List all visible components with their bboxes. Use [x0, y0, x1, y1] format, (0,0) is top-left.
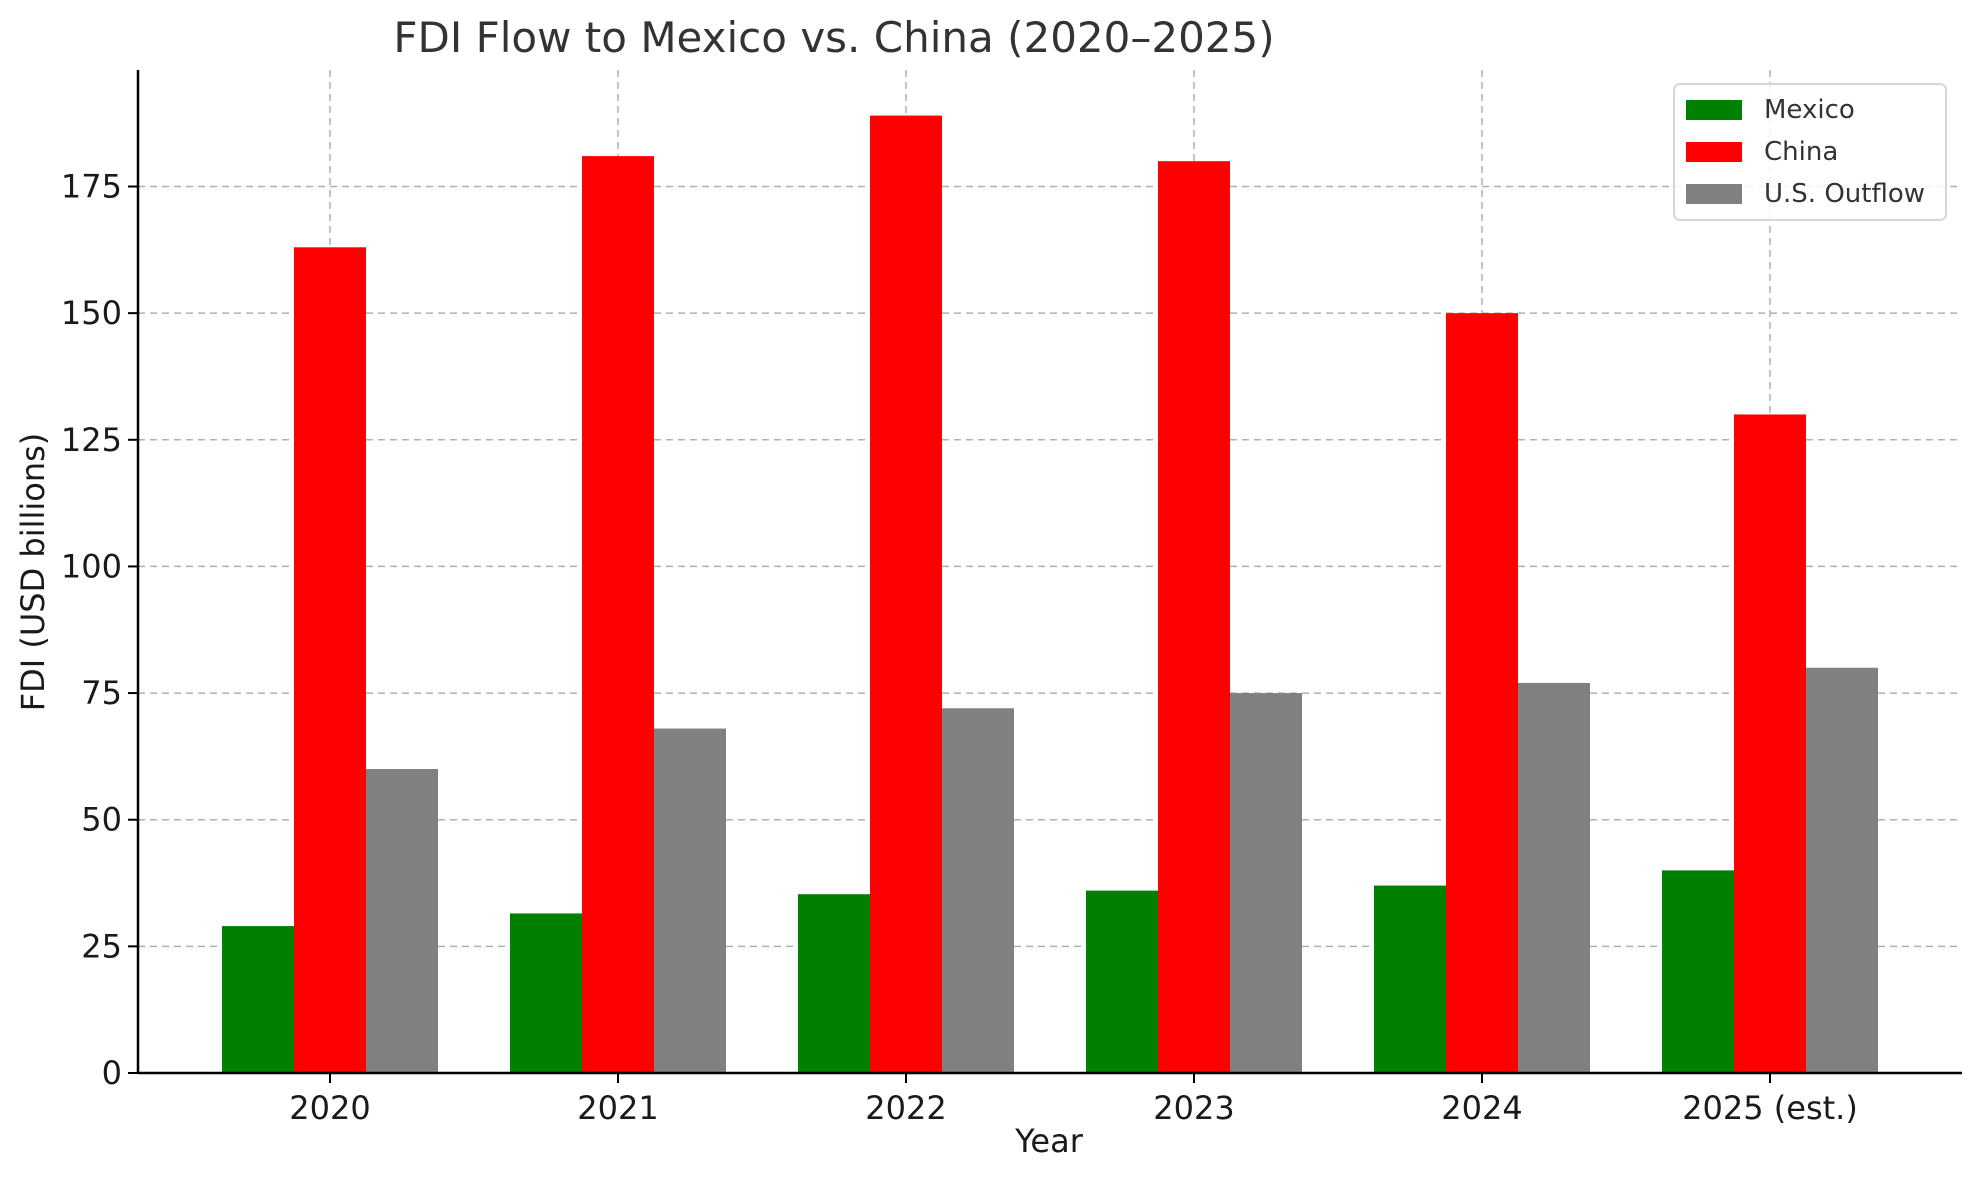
bar-mexico-4 — [1374, 885, 1446, 1073]
grid-lines — [138, 70, 1962, 1073]
bar-china-1 — [582, 156, 654, 1074]
y-tick-label: 0 — [102, 1054, 122, 1092]
x-tick-label: 2022 — [865, 1089, 946, 1127]
bar-u-s-outflow-5 — [1806, 667, 1878, 1073]
x-ticks-group: 2020 2021 2022 2023 2024 2025 (est.) — [289, 1073, 1858, 1127]
axes-group — [136, 70, 1962, 1075]
bar-u-s-outflow-1 — [654, 728, 726, 1073]
bar-china-2 — [870, 115, 942, 1073]
y-tick-label: 25 — [81, 927, 122, 965]
bar-mexico-0 — [222, 926, 294, 1073]
x-tick-label: 2020 — [289, 1089, 370, 1127]
x-tick-label: 2025 (est.) — [1682, 1089, 1858, 1127]
y-tick-label: 100 — [61, 547, 122, 585]
y-ticks-group: 0 25 50 75 100 125 150 175 — [61, 168, 138, 1092]
x-tick-label: 2023 — [1153, 1089, 1234, 1127]
bars-group — [222, 115, 1878, 1074]
legend-swatch — [1686, 142, 1742, 162]
legend-label: Mexico — [1764, 95, 1855, 125]
y-axis-title: FDI (USD billions) — [14, 433, 52, 712]
x-tick-label: 2021 — [577, 1089, 658, 1127]
y-tick-label: 50 — [81, 801, 122, 839]
x-tick-label: 2024 — [1441, 1089, 1522, 1127]
legend-swatch — [1686, 184, 1742, 204]
y-tick-label: 125 — [61, 421, 122, 459]
legend-label: U.S. Outflow — [1764, 179, 1925, 209]
bar-china-5 — [1734, 414, 1806, 1073]
chart-title: FDI Flow to Mexico vs. China (2020–2025) — [393, 13, 1274, 62]
bar-china-4 — [1446, 313, 1518, 1074]
bar-u-s-outflow-2 — [942, 708, 1014, 1073]
legend-label: China — [1764, 137, 1838, 167]
y-tick-label: 175 — [61, 168, 122, 206]
bar-mexico-5 — [1662, 870, 1734, 1073]
legend-swatch — [1686, 100, 1742, 120]
x-axis-title: Year — [1014, 1122, 1084, 1160]
y-tick-label: 75 — [81, 674, 122, 712]
legend: Mexico China U.S. Outflow — [1673, 83, 1947, 221]
bar-china-0 — [294, 247, 366, 1073]
bar-mexico-3 — [1086, 890, 1158, 1073]
y-tick-label: 150 — [61, 294, 122, 332]
bar-u-s-outflow-0 — [366, 769, 438, 1073]
bar-mexico-1 — [510, 913, 582, 1073]
bar-mexico-2 — [798, 894, 870, 1073]
bar-china-3 — [1158, 161, 1230, 1073]
bar-u-s-outflow-4 — [1518, 682, 1590, 1073]
bar-u-s-outflow-3 — [1230, 693, 1302, 1073]
